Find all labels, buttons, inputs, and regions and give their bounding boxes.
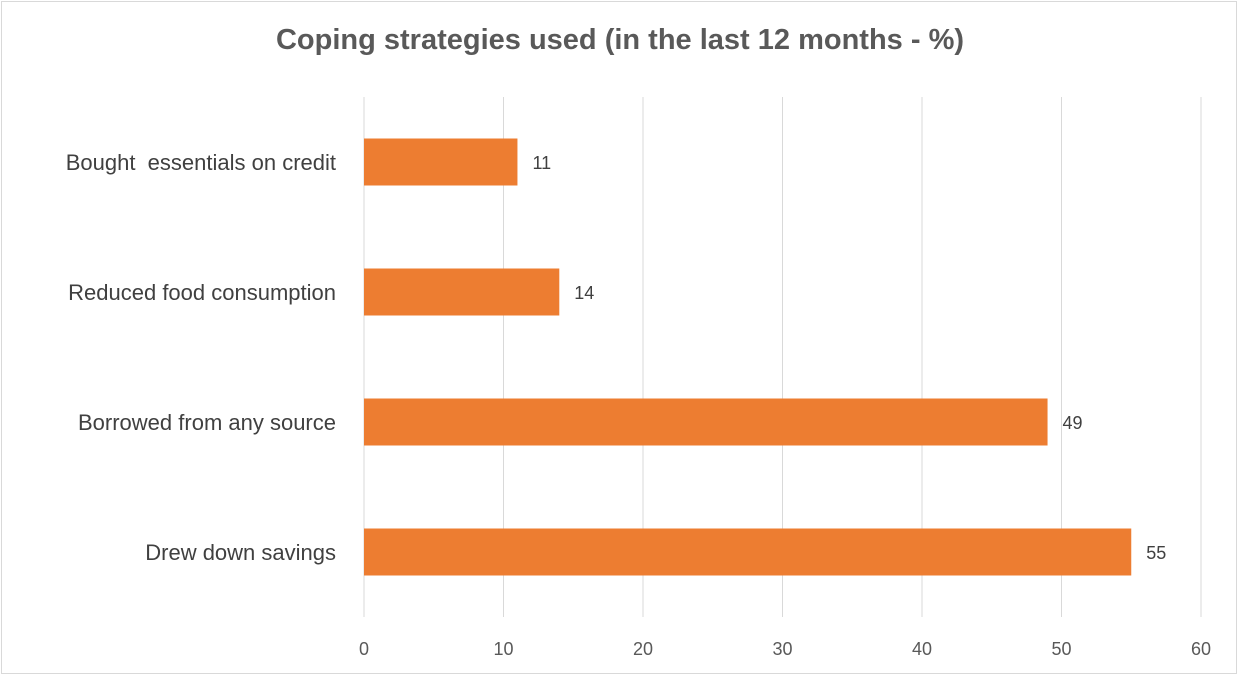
data-label: 14 <box>574 283 594 303</box>
x-tick-label: 20 <box>633 639 653 659</box>
data-label: 11 <box>532 153 551 173</box>
bar <box>364 268 560 316</box>
category-label: Drew down savings <box>145 540 336 565</box>
category-label: Borrowed from any source <box>78 410 336 435</box>
category-label: Reduced food consumption <box>68 280 336 305</box>
x-tick-label: 60 <box>1191 639 1211 659</box>
bar <box>364 398 1048 446</box>
x-tick-label: 30 <box>772 639 792 659</box>
category-label: Bought essentials on credit <box>66 150 336 175</box>
bar <box>364 138 518 186</box>
x-tick-label: 40 <box>912 639 932 659</box>
x-tick-label: 50 <box>1051 639 1071 659</box>
chart-title: Coping strategies used (in the last 12 m… <box>275 24 965 56</box>
x-tick-label: 10 <box>493 639 513 659</box>
data-label: 49 <box>1063 413 1083 433</box>
bar <box>364 528 1132 576</box>
x-tick-label: 0 <box>359 639 369 659</box>
data-label: 55 <box>1146 543 1166 563</box>
